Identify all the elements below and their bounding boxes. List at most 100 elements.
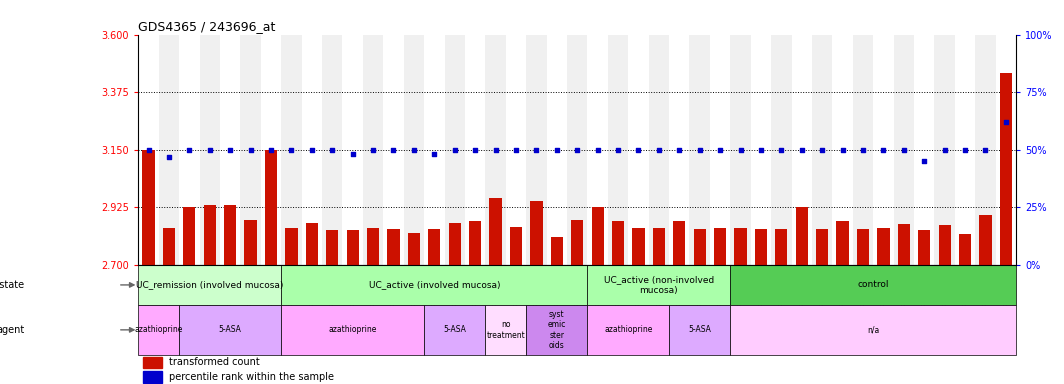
Bar (510, 227, 522, 265)
Bar (632, 228, 645, 265)
Bar (203, 205, 216, 265)
Text: 5-ASA: 5-ASA (444, 325, 466, 334)
Bar (225, 205, 236, 265)
Bar (383, 35, 403, 265)
Bar (674, 222, 685, 265)
Bar (996, 35, 1016, 265)
Bar (143, 357, 162, 368)
Text: control: control (858, 280, 890, 290)
Bar (551, 237, 563, 265)
Bar (652, 228, 665, 265)
Bar (343, 35, 363, 265)
Point (875, 147, 892, 153)
Point (712, 147, 729, 153)
Bar (363, 35, 383, 265)
Point (732, 147, 749, 153)
Bar (138, 305, 179, 355)
Point (752, 147, 769, 153)
Bar (327, 230, 338, 265)
Bar (816, 229, 828, 265)
Point (221, 147, 238, 153)
Point (610, 147, 627, 153)
Bar (179, 35, 200, 265)
Point (834, 147, 851, 153)
Point (630, 147, 647, 153)
Bar (485, 305, 527, 355)
Bar (245, 220, 256, 265)
Text: UC_active (involved mucosa): UC_active (involved mucosa) (368, 280, 500, 290)
Text: syst
emic
ster
oids: syst emic ster oids (548, 310, 566, 350)
Bar (751, 35, 771, 265)
Point (323, 147, 340, 153)
Text: UC_active (non-involved
mucosa): UC_active (non-involved mucosa) (603, 275, 714, 295)
Text: 5-ASA: 5-ASA (688, 325, 711, 334)
Bar (469, 222, 481, 265)
Bar (612, 222, 625, 265)
Point (568, 147, 585, 153)
Bar (776, 229, 787, 265)
Point (589, 147, 606, 153)
Bar (159, 35, 179, 265)
Text: UC_remission (involved mucosa): UC_remission (involved mucosa) (136, 280, 283, 290)
Bar (938, 225, 951, 265)
Bar (571, 220, 583, 265)
Bar (138, 35, 159, 265)
Text: transformed count: transformed count (169, 358, 260, 367)
Bar (730, 265, 1016, 305)
Point (997, 119, 1014, 125)
Bar (163, 228, 176, 265)
Bar (322, 35, 343, 265)
Text: 5-ASA: 5-ASA (219, 325, 242, 334)
Bar (669, 305, 730, 355)
Point (692, 147, 709, 153)
Point (385, 147, 402, 153)
Bar (754, 229, 767, 265)
Bar (505, 35, 527, 265)
Point (670, 147, 687, 153)
Bar (608, 35, 628, 265)
Point (957, 147, 974, 153)
Point (426, 151, 443, 157)
Bar (143, 371, 162, 382)
Bar (954, 35, 976, 265)
Bar (367, 228, 379, 265)
Bar (898, 224, 910, 265)
Text: azathioprine: azathioprine (604, 325, 652, 334)
Bar (200, 35, 220, 265)
Bar (894, 35, 914, 265)
Text: agent: agent (0, 325, 24, 335)
Point (140, 147, 157, 153)
Bar (649, 35, 669, 265)
Bar (220, 35, 240, 265)
Point (243, 147, 260, 153)
Point (365, 147, 382, 153)
Bar (874, 35, 894, 265)
Point (201, 147, 218, 153)
Text: azathioprine: azathioprine (329, 325, 377, 334)
Point (977, 147, 994, 153)
Point (161, 154, 178, 160)
Bar (281, 35, 301, 265)
Text: no
treatment: no treatment (486, 320, 526, 339)
Bar (857, 229, 869, 265)
Bar (587, 305, 669, 355)
Bar (265, 150, 277, 265)
Point (344, 151, 361, 157)
Bar (669, 35, 689, 265)
Bar (403, 35, 425, 265)
Bar (878, 228, 890, 265)
Point (181, 147, 198, 153)
Bar (240, 35, 261, 265)
Bar (281, 305, 425, 355)
Point (650, 147, 667, 153)
Bar (285, 228, 298, 265)
Bar (301, 35, 322, 265)
Bar (734, 228, 747, 265)
Bar (567, 35, 587, 265)
Bar (979, 215, 992, 265)
Bar (714, 228, 727, 265)
Text: n/a: n/a (867, 325, 879, 334)
Point (446, 147, 463, 153)
Point (895, 147, 912, 153)
Bar (853, 35, 874, 265)
